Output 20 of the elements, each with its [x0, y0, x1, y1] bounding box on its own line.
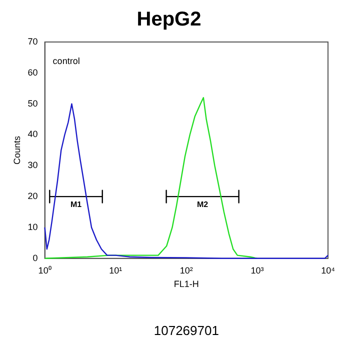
y-tick-label: 20 — [28, 191, 38, 202]
y-tick-label: 50 — [28, 98, 38, 108]
x-tick-label: 10¹ — [109, 265, 122, 276]
annotation: M2 — [196, 200, 209, 209]
annotation: control — [52, 56, 80, 66]
y-tick-label: 30 — [28, 160, 38, 170]
x-tick-label: 10⁴ — [321, 265, 336, 276]
y-tick-label: 10 — [28, 222, 38, 232]
y-tick-label: 60 — [28, 67, 38, 78]
x-axis-title: FL1-H — [174, 279, 199, 290]
chart-title: HepG2 — [136, 8, 202, 31]
y-tick-label: 40 — [28, 129, 38, 140]
x-tick-label: 10³ — [250, 265, 264, 276]
x-tick-label: 10⁰ — [38, 265, 52, 276]
x-tick-label: 10² — [180, 265, 193, 276]
annotation: M1 — [70, 200, 82, 209]
y-axis-title: Counts — [12, 135, 22, 164]
y-tick-label: 70 — [28, 36, 38, 46]
y-tick-label: 0 — [32, 252, 38, 263]
text: 107269701 — [154, 323, 219, 338]
